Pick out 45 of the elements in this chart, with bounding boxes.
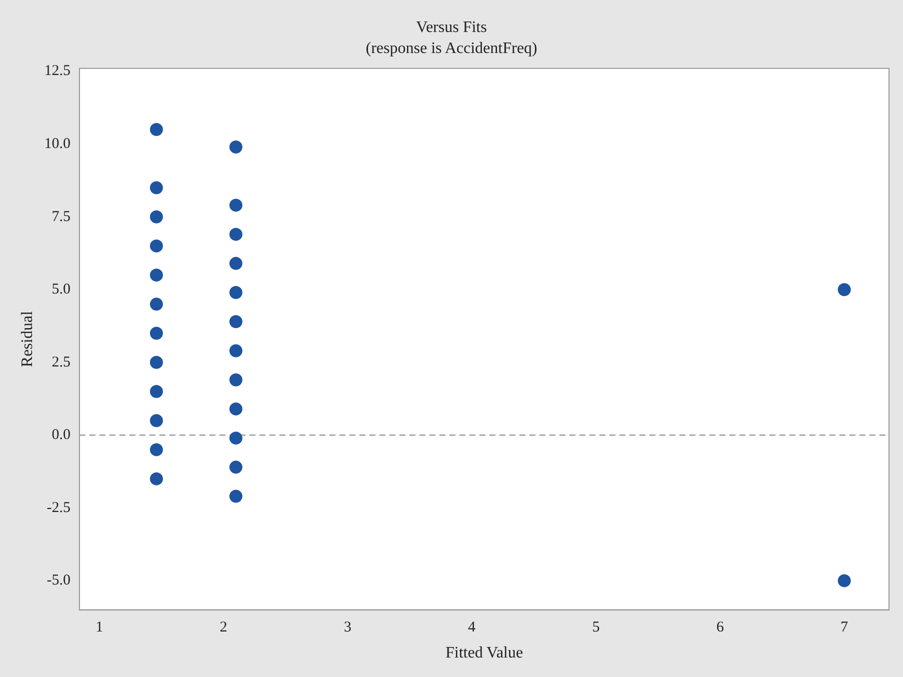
- x-axis-title: Fitted Value: [445, 644, 523, 662]
- point: [838, 574, 851, 588]
- x-tick-label: 7: [840, 620, 849, 636]
- point: [150, 443, 163, 456]
- y-tick-label: 2.5: [52, 354, 70, 370]
- point: [150, 181, 163, 194]
- point: [229, 198, 242, 212]
- point: [150, 210, 163, 224]
- y-tick-label: 5.0: [52, 282, 70, 298]
- point: [838, 283, 851, 296]
- point: [150, 268, 163, 282]
- point: [150, 384, 163, 398]
- point: [229, 228, 242, 241]
- x-tick-label: 5: [592, 620, 600, 636]
- point: [150, 356, 163, 369]
- point: [150, 298, 163, 311]
- point: [229, 256, 242, 270]
- point: [229, 344, 242, 358]
- y-tick-label: -2.5: [46, 500, 70, 516]
- x-tick-label: 6: [716, 620, 724, 636]
- point: [150, 414, 163, 428]
- point: [150, 239, 163, 252]
- x-tick-label: 4: [468, 620, 476, 636]
- x-tick-label: 2: [220, 620, 228, 636]
- y-tick-label: 7.5: [52, 208, 70, 225]
- point: [229, 490, 242, 503]
- point: [150, 472, 163, 486]
- y-tick-label: 12.5: [44, 63, 70, 80]
- point: [229, 373, 242, 386]
- y-tick-label: 10.0: [44, 136, 70, 152]
- point: [229, 432, 242, 445]
- y-tick-label: -5.0: [46, 572, 70, 589]
- y-axis-title: Residual: [18, 310, 36, 368]
- point: [229, 286, 242, 300]
- point: [150, 326, 163, 340]
- point: [150, 123, 163, 136]
- x-tick-label: 3: [344, 620, 352, 636]
- y-tick-label: 0.0: [52, 427, 70, 444]
- point: [229, 460, 242, 474]
- chart-subtitle: (response is AccidentFreq): [366, 40, 538, 58]
- chart-title: Versus Fits: [416, 18, 487, 36]
- x-tick-label: 1: [96, 620, 104, 636]
- point: [229, 140, 242, 154]
- point: [229, 315, 242, 328]
- point: [229, 402, 242, 416]
